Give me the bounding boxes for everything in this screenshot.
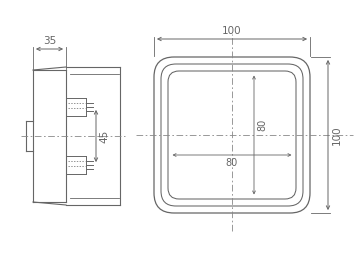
Text: 80: 80 [226,158,238,168]
Text: 35: 35 [43,36,56,46]
Text: 100: 100 [332,125,342,145]
Text: 80: 80 [257,119,267,131]
Text: 100: 100 [222,26,242,36]
Text: 45: 45 [99,129,109,143]
